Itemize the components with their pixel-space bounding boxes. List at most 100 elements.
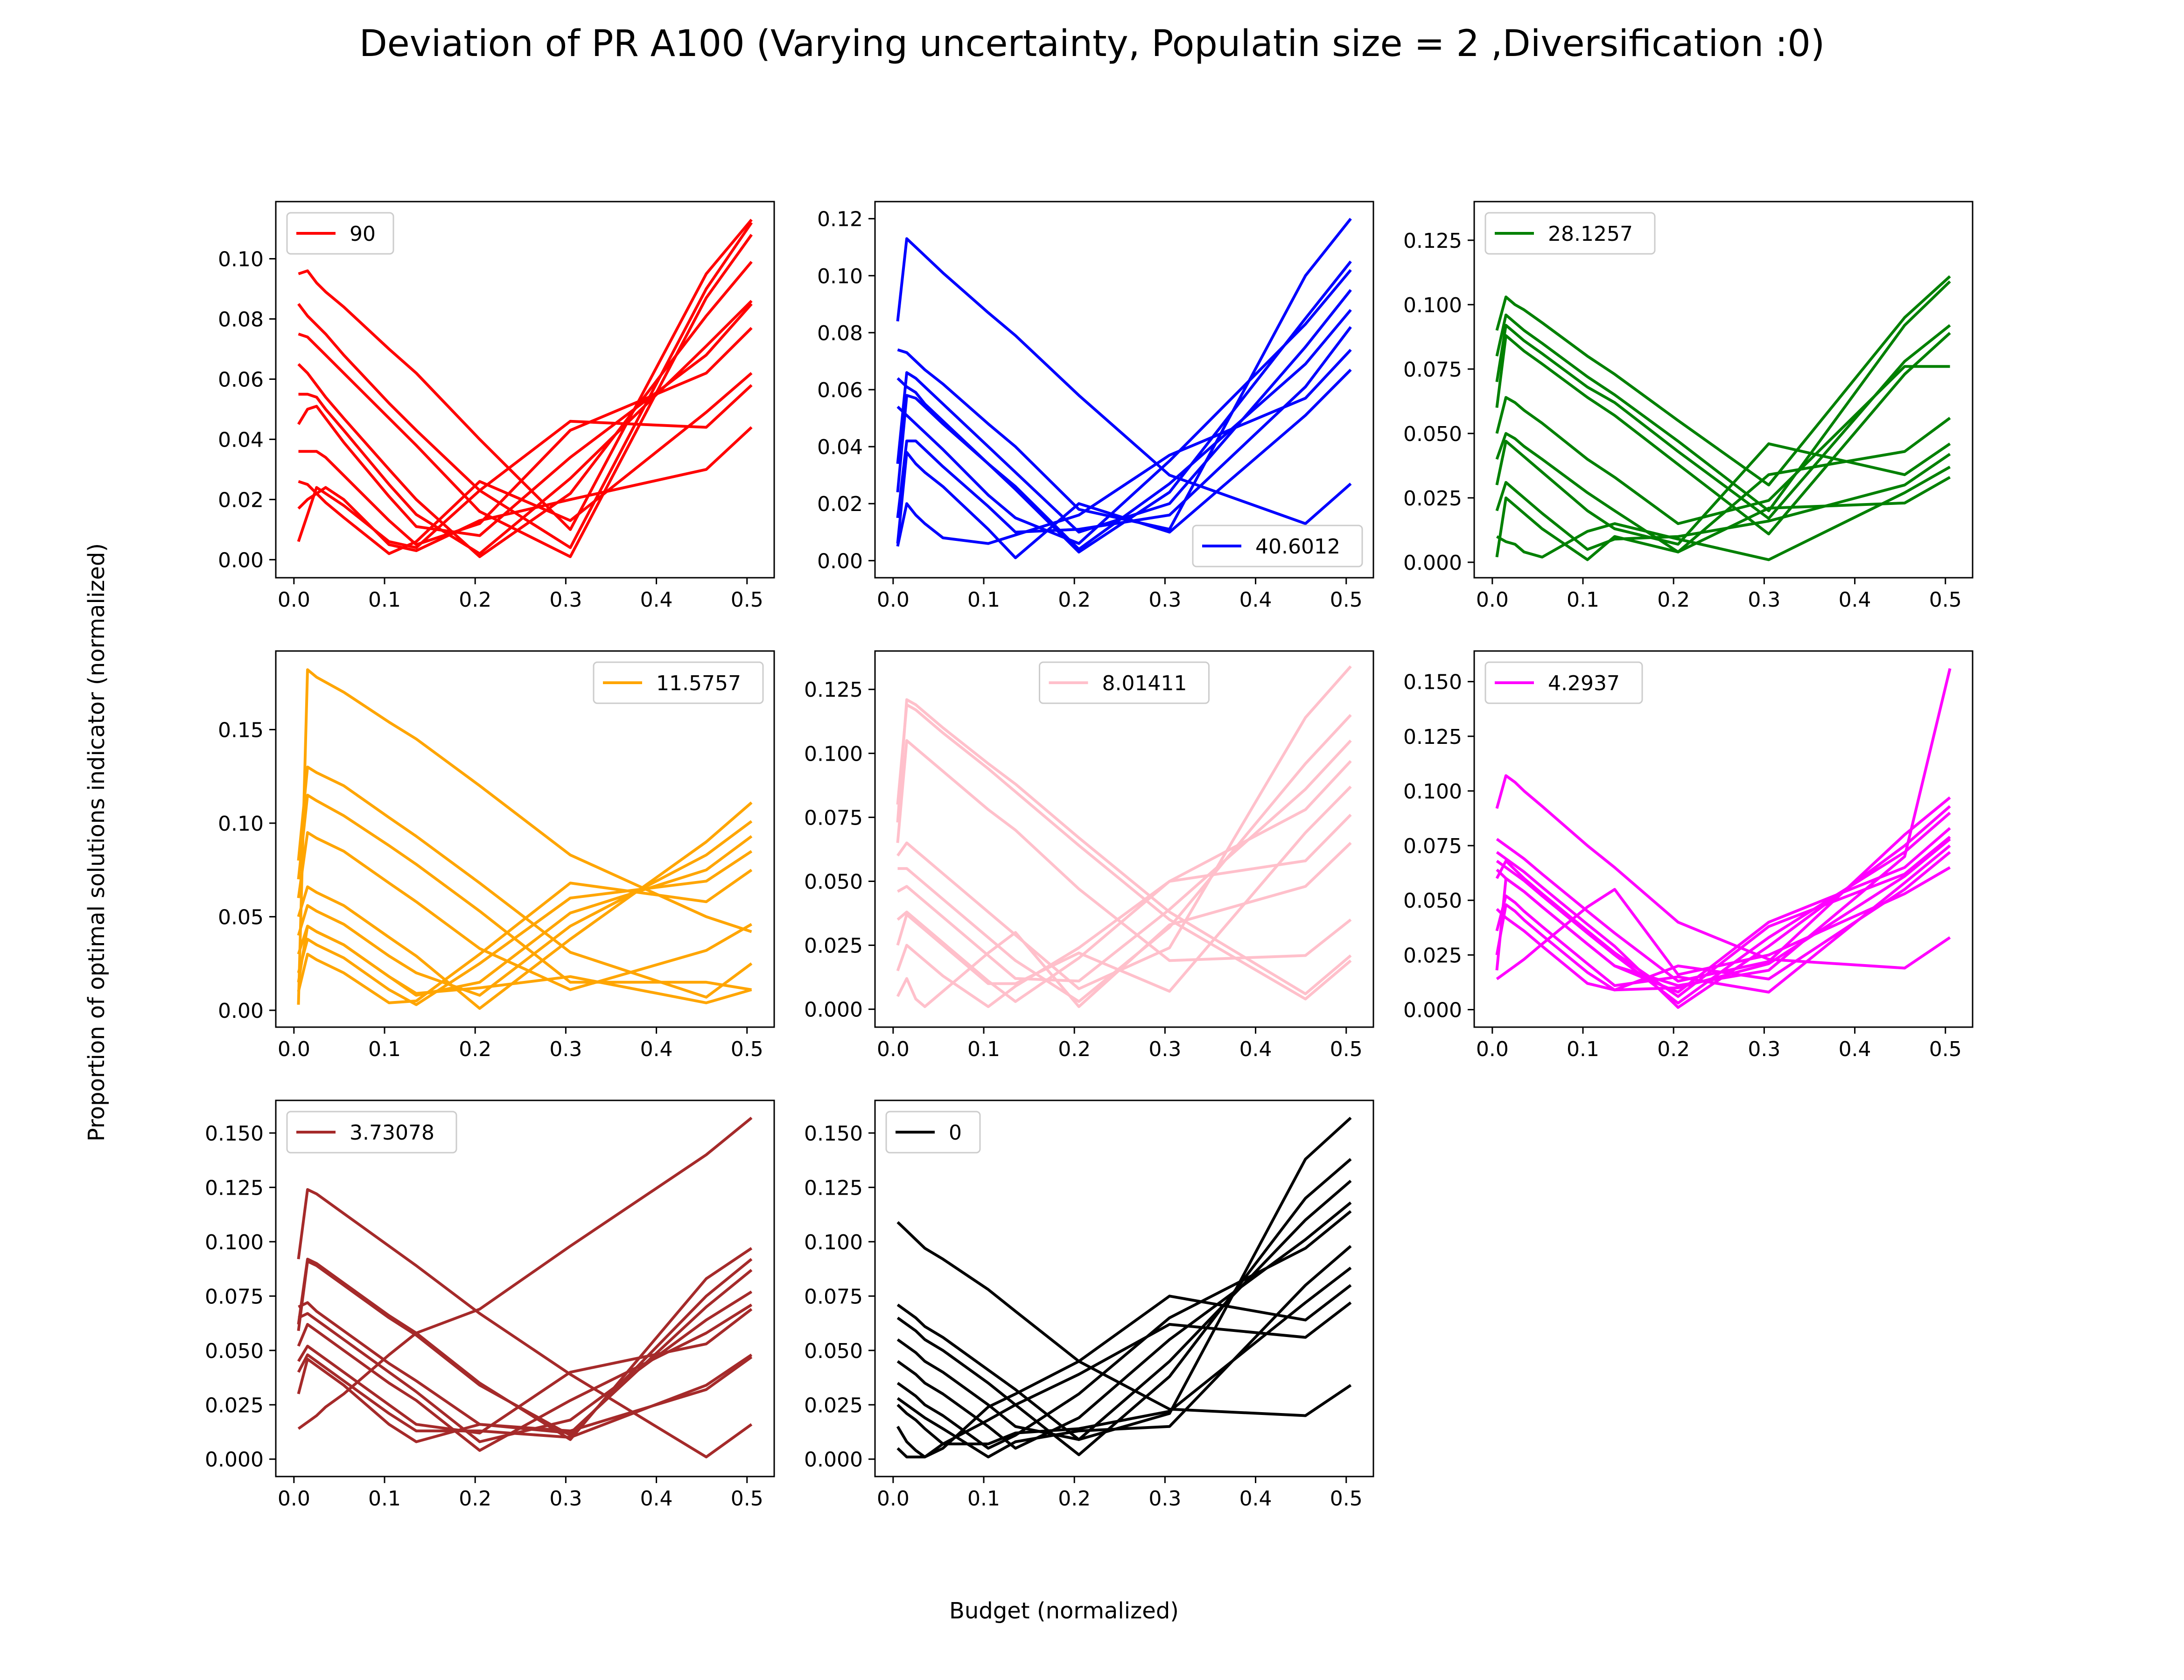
y-tick-label: 0.050: [205, 1339, 264, 1363]
legend: 90: [286, 212, 394, 255]
y-tick-label: 0.100: [804, 742, 863, 766]
series-line-9: [297, 868, 753, 1004]
series-line-4: [896, 269, 1352, 545]
x-tick-label: 0.4: [1839, 588, 1871, 612]
x-tick-label: 0.4: [1239, 1037, 1272, 1061]
subplot-3: 0.0 0.1 0.2 0.3 0.4 0.5 0.000 0.025 0.050 0.075 0.…: [1403, 201, 1974, 612]
series-line-2: [896, 1117, 1352, 1441]
series-line-7: [896, 326, 1352, 534]
x-tick-label: 0.0: [1476, 588, 1509, 612]
y-tick-label: 0.10: [817, 265, 863, 288]
x-tick-label: 0.4: [640, 1487, 673, 1511]
subplots: 0.0 0.1 0.2 0.3 0.4 0.50.000.020.040.060.080.…: [205, 201, 1974, 1511]
y-tick-label: 0.150: [205, 1122, 264, 1146]
y-tick-label: 0.00: [218, 548, 264, 572]
series-line-5: [298, 1290, 753, 1443]
legend-label: 11.5757: [656, 672, 741, 695]
x-tick-label: 0.2: [459, 1037, 491, 1061]
series-line-2: [1496, 796, 1951, 983]
y-tick-label: 0.125: [1403, 229, 1462, 253]
legend: 8.01411: [1039, 661, 1210, 704]
subplot-4: 0.0 0.1 0.2 0.3 0.4 0.5 0.00 0.05 0.10 0.15 11.575…: [218, 650, 775, 1061]
x-tick-label: 0.2: [1657, 1037, 1690, 1061]
x-tick-label: 0.0: [278, 1037, 310, 1061]
series-line-5: [897, 714, 1352, 1003]
y-tick-label: 0.125: [804, 1176, 863, 1200]
x-tick-label: 0.2: [1657, 588, 1690, 612]
series-line-3: [298, 234, 753, 558]
series-line-4: [896, 1180, 1352, 1441]
series-line-1: [896, 698, 1352, 995]
series-line-5: [896, 1201, 1352, 1450]
x-tick-label: 0.4: [1239, 588, 1272, 612]
y-tick-label: 0.050: [1403, 422, 1462, 446]
series-line-8: [1495, 453, 1951, 551]
x-tick-label: 0.5: [1929, 1037, 1962, 1061]
series-line-2: [297, 765, 753, 999]
series-line-7: [1495, 440, 1951, 546]
x-tick-label: 0.0: [278, 588, 310, 612]
y-tick-label: 0.08: [817, 322, 863, 345]
x-tick-label: 0.0: [877, 1487, 910, 1511]
y-tick-label: 0.15: [218, 718, 264, 742]
series-line-10: [1495, 476, 1951, 561]
x-tick-label: 0.1: [967, 588, 1000, 612]
series-line-7: [297, 835, 753, 997]
series-line-6: [1495, 417, 1951, 553]
series-line-3: [297, 1258, 753, 1437]
series-line-1: [298, 218, 753, 531]
x-tick-label: 0.3: [1148, 1037, 1181, 1061]
series-line-9: [896, 813, 1352, 1008]
legend-label: 3.73078: [350, 1121, 434, 1145]
y-tick-label: 0.150: [1403, 671, 1462, 694]
series-line-8: [297, 850, 753, 1006]
subplot-5: 0.0 0.1 0.2 0.3 0.4 0.5 0.000 0.025 0.050 0.075 0.…: [804, 650, 1374, 1061]
series-line-8: [896, 349, 1352, 547]
y-tick-label: 0.08: [218, 308, 264, 331]
y-tick-label: 0.100: [804, 1231, 863, 1254]
legend: 3.73078: [286, 1111, 457, 1154]
y-tick-label: 0.050: [804, 1339, 863, 1363]
x-tick-label: 0.5: [731, 1037, 763, 1061]
x-tick-label: 0.1: [1567, 1037, 1599, 1061]
x-tick-label: 0.3: [549, 1037, 582, 1061]
subplot-7: 0.0 0.1 0.2 0.3 0.4 0.5 0.000 0.025 0.050 0.075 0.…: [205, 1099, 775, 1511]
y-tick-label: 0.125: [205, 1176, 264, 1200]
series-line-8: [896, 1267, 1352, 1446]
plot-frame: [275, 201, 775, 579]
y-tick-label: 0.000: [205, 1448, 264, 1472]
legend: 28.1257: [1484, 212, 1656, 255]
series-line-8: [297, 1353, 753, 1439]
x-tick-label: 0.2: [1058, 1487, 1091, 1511]
y-tick-label: 0.125: [804, 678, 863, 702]
series-line-2: [297, 222, 753, 549]
series-line-7: [297, 1308, 753, 1435]
y-tick-label: 0.050: [1403, 889, 1462, 913]
series-line-1: [896, 237, 1352, 525]
legend-label: 0: [949, 1121, 962, 1145]
y-tick-label: 0.04: [817, 435, 863, 459]
y-tick-label: 0.075: [205, 1285, 264, 1309]
series-line-10: [896, 1301, 1352, 1459]
x-tick-label: 0.5: [731, 1487, 763, 1511]
x-tick-label: 0.1: [368, 588, 401, 612]
series-line-1: [297, 1188, 753, 1459]
series-line-7: [896, 1245, 1352, 1459]
series-line-5: [896, 289, 1352, 534]
x-tick-label: 0.1: [1567, 588, 1599, 612]
x-tick-label: 0.3: [1148, 1487, 1181, 1511]
y-tick-label: 0.02: [218, 488, 264, 512]
y-tick-label: 0.06: [218, 368, 264, 392]
x-tick-label: 0.2: [1058, 588, 1091, 612]
legend: 40.6012: [1192, 525, 1363, 567]
series-line-3: [896, 739, 1352, 962]
y-tick-label: 0.025: [205, 1393, 264, 1417]
x-tick-label: 0.5: [1330, 588, 1363, 612]
plot-frame: [275, 1099, 775, 1477]
legend: 0: [885, 1111, 981, 1154]
series-line-4: [297, 831, 753, 991]
x-tick-label: 0.2: [1058, 1037, 1091, 1061]
series-line-2: [1495, 280, 1951, 512]
y-tick-label: 0.075: [804, 806, 863, 830]
